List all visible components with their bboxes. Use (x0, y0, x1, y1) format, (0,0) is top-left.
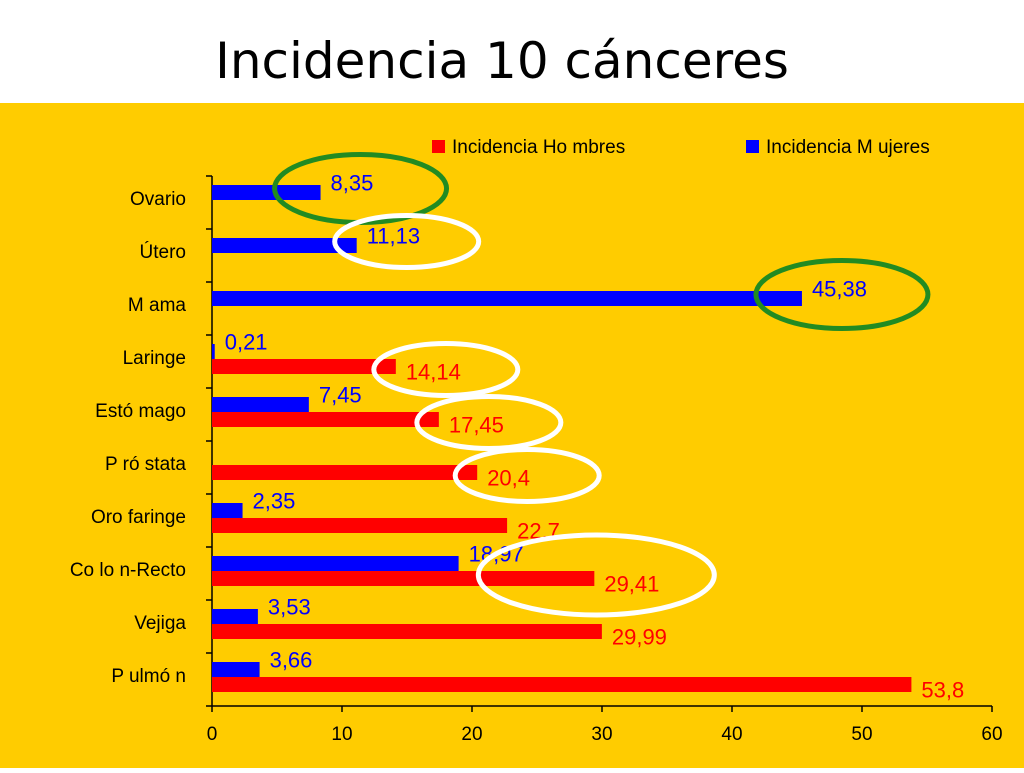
highlight-ellipse (414, 394, 564, 451)
legend-label: Incidencia Ho mbres (452, 137, 625, 158)
category-label: Co lo n-Recto (70, 560, 186, 581)
value-label-mujeres: 3,66 (270, 648, 313, 673)
x-tick-label: 0 (207, 724, 218, 745)
bar-mujeres (212, 662, 260, 677)
bar-mujeres (212, 397, 309, 412)
bar-mujeres (212, 503, 243, 518)
bar-mujeres (212, 238, 357, 253)
legend-swatch (432, 140, 445, 153)
category-label: Vejiga (134, 613, 186, 634)
category-label: Laringe (123, 348, 186, 369)
bar-hombres (212, 624, 602, 639)
bar-hombres (212, 677, 912, 692)
value-label-mujeres: 45,38 (812, 277, 867, 302)
highlight-ellipse (475, 532, 717, 618)
legend-swatch (746, 140, 759, 153)
highlight-ellipse (332, 213, 482, 270)
slide-title: Incidencia 10 cánceres (215, 32, 789, 90)
bar-mujeres (212, 291, 802, 306)
legend: Incidencia Ho mbres Incidencia M ujeres (432, 137, 930, 158)
axes: 0 10 20 30 40 50 60 Ovario Útero M ama Laringe Estó… (70, 175, 1003, 745)
value-label-mujeres: 8,35 (331, 171, 374, 196)
bar-hombres (212, 412, 439, 427)
bar-mujeres (212, 185, 321, 200)
value-label-hombres: 20,4 (487, 466, 530, 491)
value-label-hombres: 53,8 (921, 678, 964, 703)
category-label: Oro faringe (91, 507, 186, 528)
x-tick-label: 40 (721, 724, 742, 745)
x-tick-label: 20 (461, 724, 482, 745)
highlight-ellipses (272, 152, 931, 618)
bar-hombres (212, 571, 595, 586)
x-tick-label: 60 (981, 724, 1002, 745)
value-label-mujeres: 2,35 (253, 489, 296, 514)
value-label-hombres: 17,45 (449, 413, 504, 438)
bar-mujeres (212, 556, 459, 571)
bar-chart: Incidencia Ho mbres Incidencia M ujeres 0… (0, 103, 1024, 768)
bar-hombres (212, 359, 396, 374)
category-label: P ulmó n (111, 666, 186, 687)
x-tick-label: 50 (851, 724, 872, 745)
category-label: Útero (140, 241, 186, 263)
value-label-mujeres: 0,21 (225, 330, 268, 355)
highlight-ellipse (753, 258, 931, 331)
value-label-hombres: 14,14 (406, 360, 461, 385)
highlight-ellipse (371, 341, 521, 398)
value-label-hombres: 29,99 (612, 625, 667, 650)
value-label-mujeres: 7,45 (319, 383, 362, 408)
bar-mujeres (212, 609, 258, 624)
x-tick-label: 10 (331, 724, 352, 745)
data-labels: 8,35 11,13 45,38 0,21 14,14 7,45 17,45 20,4 2,35… (225, 171, 964, 703)
highlight-ellipse (452, 447, 602, 504)
category-label: Estó mago (95, 401, 186, 422)
x-tick-label: 30 (591, 724, 612, 745)
chart-background (0, 103, 1024, 768)
bar-mujeres (212, 344, 215, 359)
category-label: M ama (128, 295, 187, 316)
category-label: P ró stata (105, 454, 186, 475)
value-label-mujeres: 11,13 (367, 224, 420, 249)
value-label-mujeres: 3,53 (268, 595, 311, 620)
bar-hombres (212, 465, 478, 480)
category-label: Ovario (130, 189, 186, 210)
value-label-hombres: 29,41 (604, 572, 659, 597)
bar-hombres (212, 518, 508, 533)
legend-label: Incidencia M ujeres (766, 137, 930, 158)
bars (212, 185, 912, 692)
chart-area: Incidencia Ho mbres Incidencia M ujeres 0… (0, 103, 1024, 768)
